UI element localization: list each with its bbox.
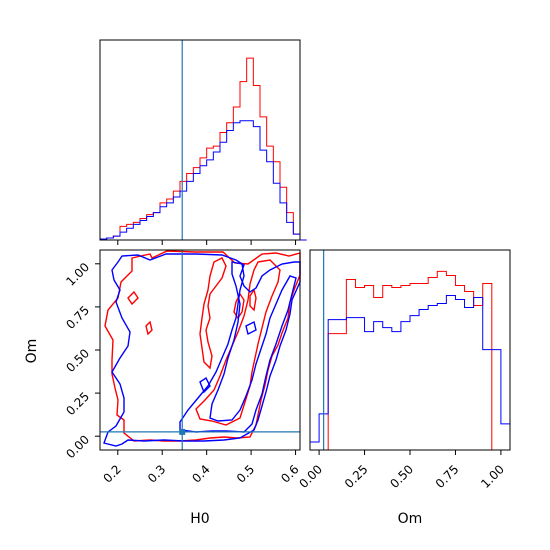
x-axis-label-om: Om [398,511,423,527]
om-histogram-plot [310,250,510,451]
contour-red-inner [195,259,281,426]
contour-marker-lines [100,250,300,450]
contour-red-island-d [127,290,139,306]
h0-tick-label-3: 0.5 [234,462,257,485]
y-axis-label-om: Om [24,339,40,364]
h0-tick-label-2: 0.4 [189,462,212,485]
om-tick-label-2: 0.50 [63,346,92,375]
h0-histogram-plot [100,40,307,241]
h0-histogram-panel [99,39,307,245]
om-hist-series-0 [310,270,510,451]
om-hist-tick-label-4: 1.00 [478,462,507,491]
x-axis-label-h0: H0 [190,511,209,527]
contour-red-outer [104,250,301,442]
om-hist-tick-label-3: 0.75 [433,462,462,491]
om-tick-label-3: 0.75 [63,303,92,332]
h0-hist-series-1 [100,120,307,241]
h0-histogram-ticks [117,240,297,245]
h0-tick-label-1: 0.3 [145,462,168,485]
om-hist-tick-label-0: 0.00 [296,462,325,491]
truth-marker [179,428,186,435]
om-histogram-ticks: 0.00 0.25 0.50 0.75 1.00 [296,450,507,491]
contour-frame [99,249,301,451]
om-tick-label-4: 1.00 [63,260,92,289]
om-hist-series-1 [310,295,510,443]
om-tick-label-0: 0.00 [63,432,92,461]
contour-panel: 0.2 0.3 0.4 0.5 0.60.000.250.500.751.00 H0 O… [24,249,302,527]
contour-red-island-e [145,320,153,336]
h0-tick-label-0: 0.2 [100,462,123,485]
contour-blue-inner [179,261,297,433]
contour-blue-island-b [245,320,257,336]
om-histogram-panel: 0.00 0.25 0.50 0.75 1.00 Om [296,249,511,527]
contour-red-island-a [199,257,227,370]
om-tick-label-1: 0.25 [63,389,92,418]
om-hist-tick-label-2: 0.50 [387,462,416,491]
om-hist-tick-label-1: 0.25 [342,462,371,491]
om-histogram-frame [309,249,511,451]
contour-blue-island-a [199,376,211,394]
contour-plot [103,250,301,447]
contour-red-island-c [249,288,257,312]
h0-hist-series-0 [100,57,307,241]
h0-histogram-frame [99,39,301,241]
